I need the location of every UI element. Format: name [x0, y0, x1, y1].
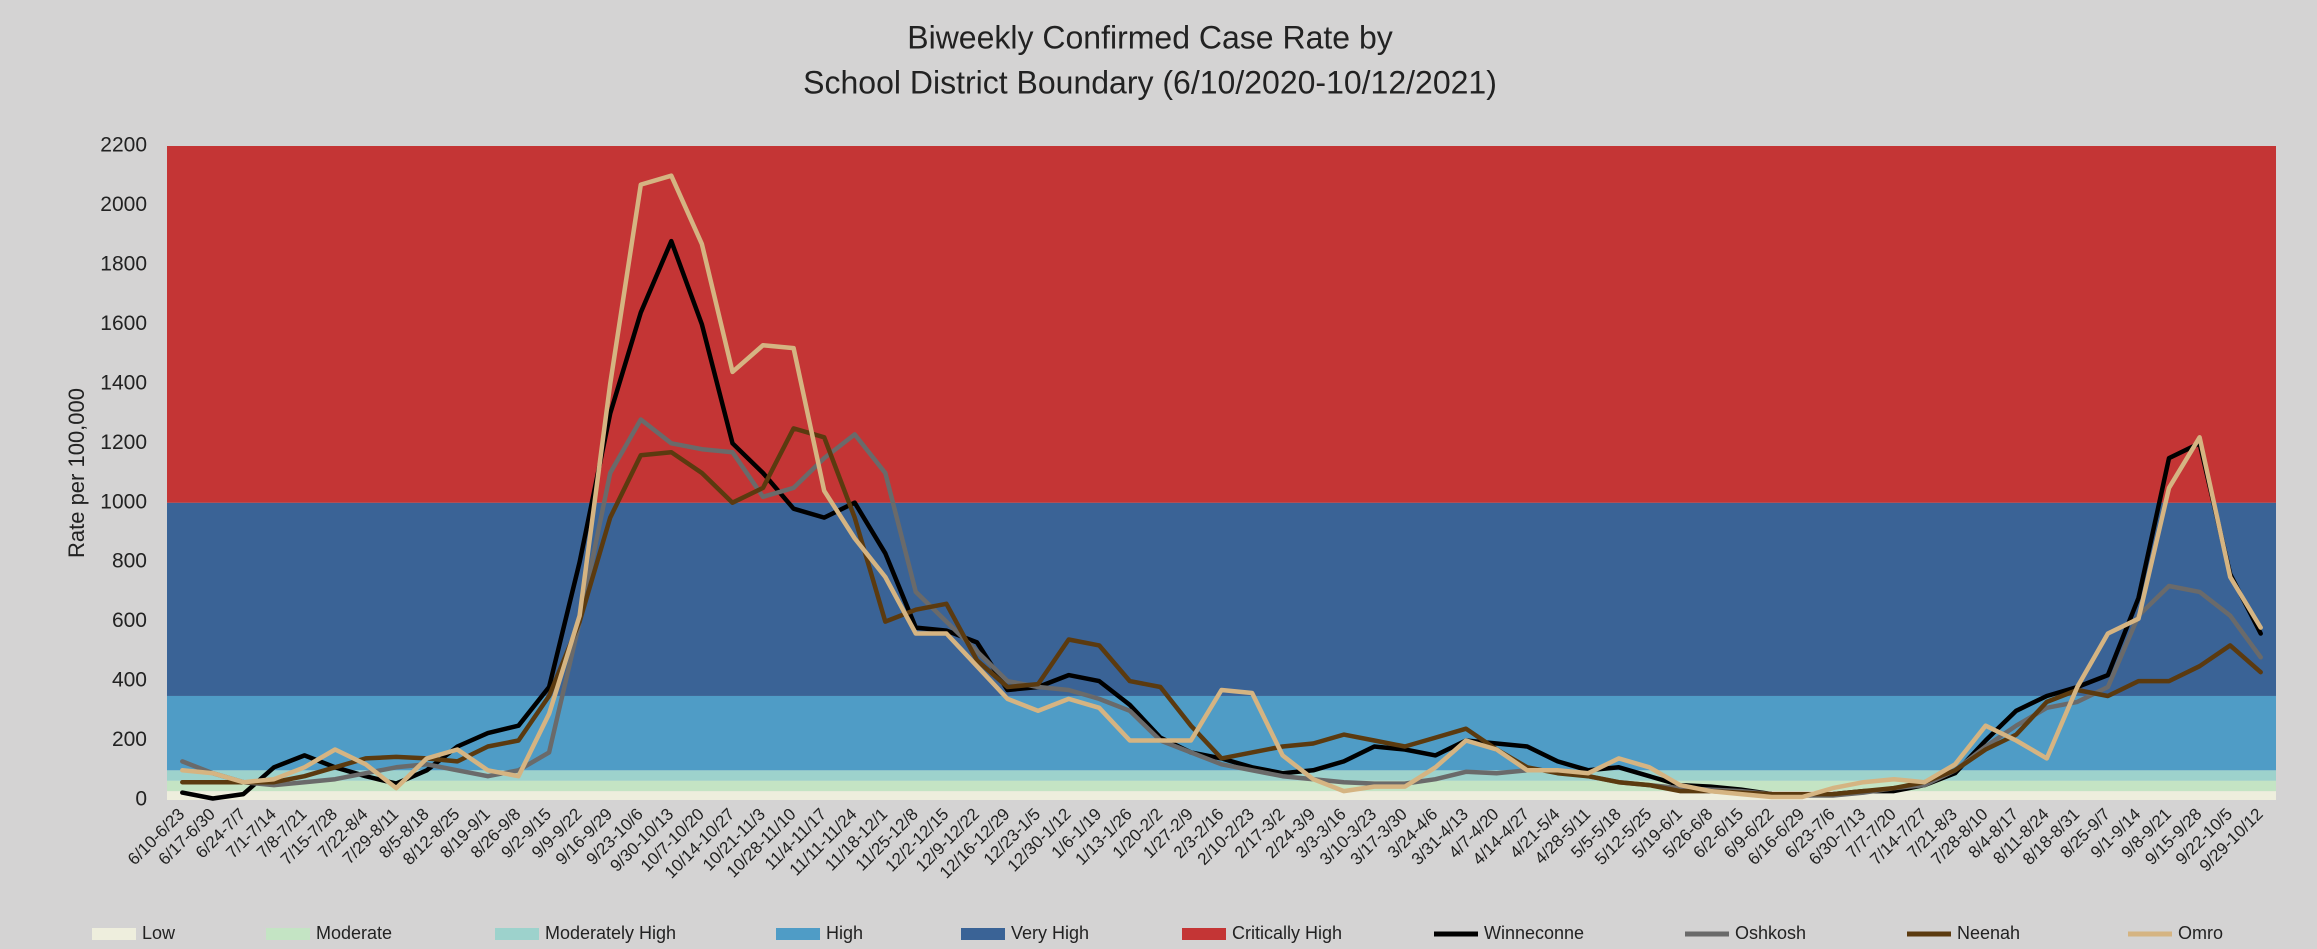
legend-label: High — [826, 923, 863, 943]
y-tick-label: 1600 — [100, 312, 147, 335]
y-tick-label: 1000 — [100, 490, 147, 513]
legend-label: Moderate — [316, 923, 392, 943]
legend-swatch — [776, 928, 820, 940]
band — [167, 780, 2276, 792]
y-tick-label: 200 — [112, 728, 147, 751]
chart-title: Biweekly Confirmed Case Rate by — [907, 19, 1393, 55]
y-axis-label: Rate per 100,000 — [64, 388, 89, 558]
legend-swatch — [1182, 928, 1226, 940]
band — [167, 146, 2276, 503]
legend-swatch — [495, 928, 539, 940]
y-tick-label: 400 — [112, 669, 147, 692]
series-line — [180, 426, 2263, 797]
y-tick-label: 1200 — [100, 431, 147, 454]
legend-swatch — [92, 928, 136, 940]
legend-label: Oshkosh — [1735, 923, 1806, 943]
y-tick-label: 0 — [135, 788, 147, 811]
band — [167, 770, 2276, 781]
y-tick-label: 800 — [112, 550, 147, 573]
y-tick-label: 2200 — [100, 134, 147, 157]
legend-swatch — [266, 928, 310, 940]
legend-label: Moderately High — [545, 923, 676, 943]
band — [167, 502, 2276, 696]
series-line — [180, 173, 2263, 800]
legend-label: Critically High — [1232, 923, 1342, 943]
legend-label: Omro — [2178, 923, 2223, 943]
y-tick-label: 1400 — [100, 371, 147, 394]
y-tick-label: 600 — [112, 609, 147, 632]
y-tick-label: 2000 — [100, 193, 147, 216]
legend-label: Winneconne — [1484, 923, 1584, 943]
legend-swatch — [961, 928, 1005, 940]
y-tick-label: 1800 — [100, 252, 147, 275]
chart-title: School District Boundary (6/10/2020-10/1… — [803, 64, 1497, 100]
legend-label: Neenah — [1957, 923, 2020, 943]
legend-label: Low — [142, 923, 176, 943]
band — [167, 791, 2276, 800]
legend-label: Very High — [1011, 923, 1089, 943]
